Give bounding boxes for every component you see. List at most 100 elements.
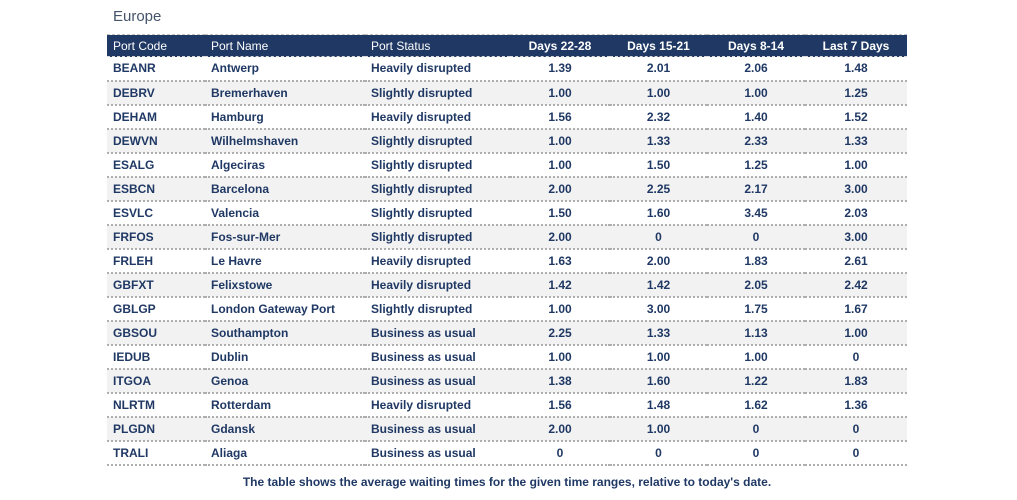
- cell-days-8-14: 2.05: [707, 272, 805, 298]
- cell-days-22-28: 1.39: [510, 56, 610, 82]
- cell-days-8-14: 2.06: [707, 56, 805, 82]
- cell-days-8-14: 1.40: [707, 104, 805, 130]
- table-row: BEANR Antwerp Heavily disrupted 1.39 2.01 2.0…: [107, 56, 907, 82]
- cell-port-status: Business as usual: [365, 416, 510, 442]
- cell-last-7-days: 1.00: [805, 152, 907, 178]
- cell-days-22-28: 2.00: [510, 176, 610, 202]
- cell-port-name: Hamburg: [205, 104, 365, 130]
- table-header-row: Port Code Port Name Port Status Days 22-…: [107, 34, 907, 57]
- cell-port-status: Heavily disrupted: [365, 392, 510, 418]
- col-header-port-status: Port Status: [365, 34, 510, 57]
- table-row: GBLGP London Gateway Port Slightly disrupt…: [107, 296, 907, 322]
- cell-days-15-21: 1.00: [610, 344, 707, 370]
- cell-days-22-28: 1.00: [510, 152, 610, 178]
- cell-last-7-days: 1.36: [805, 392, 907, 418]
- cell-days-8-14: 1.22: [707, 368, 805, 394]
- cell-days-8-14: 1.62: [707, 392, 805, 418]
- cell-days-8-14: 1.13: [707, 320, 805, 346]
- cell-port-status: Business as usual: [365, 368, 510, 394]
- table-row: TRALI Aliaga Business as usual 0 0 0 0: [107, 440, 907, 466]
- cell-port-status: Slightly disrupted: [365, 152, 510, 178]
- cell-port-name: Dublin: [205, 344, 365, 370]
- col-header-port-name: Port Name: [205, 34, 365, 57]
- cell-days-15-21: 1.60: [610, 200, 707, 226]
- section-title: Europe: [113, 8, 162, 25]
- cell-days-15-21: 1.33: [610, 128, 707, 154]
- cell-port-code: BEANR: [107, 56, 205, 82]
- cell-days-8-14: 1.00: [707, 344, 805, 370]
- cell-port-code: DEHAM: [107, 104, 205, 130]
- cell-last-7-days: 1.67: [805, 296, 907, 322]
- cell-port-status: Heavily disrupted: [365, 104, 510, 130]
- cell-last-7-days: 3.00: [805, 224, 907, 250]
- cell-days-8-14: 3.45: [707, 200, 805, 226]
- cell-days-15-21: 1.60: [610, 368, 707, 394]
- cell-last-7-days: 1.52: [805, 104, 907, 130]
- port-table-body: BEANR Antwerp Heavily disrupted 1.39 2.01 2.0…: [107, 56, 907, 466]
- cell-port-code: GBFXT: [107, 272, 205, 298]
- cell-port-name: Gdansk: [205, 416, 365, 442]
- cell-port-code: ESALG: [107, 152, 205, 178]
- cell-port-name: Le Havre: [205, 248, 365, 274]
- cell-days-15-21: 1.00: [610, 80, 707, 106]
- cell-port-name: London Gateway Port: [205, 296, 365, 322]
- col-header-port-code: Port Code: [107, 34, 205, 57]
- cell-last-7-days: 1.48: [805, 56, 907, 82]
- cell-port-status: Slightly disrupted: [365, 80, 510, 106]
- cell-last-7-days: 2.03: [805, 200, 907, 226]
- cell-days-15-21: 1.00: [610, 416, 707, 442]
- cell-port-status: Heavily disrupted: [365, 56, 510, 82]
- cell-days-15-21: 3.00: [610, 296, 707, 322]
- cell-port-name: Barcelona: [205, 176, 365, 202]
- cell-days-15-21: 1.50: [610, 152, 707, 178]
- cell-days-22-28: 1.00: [510, 344, 610, 370]
- cell-days-22-28: 2.00: [510, 224, 610, 250]
- table-row: IEDUB Dublin Business as usual 1.00 1.00 1.00…: [107, 344, 907, 370]
- col-header-days-15-21: Days 15-21: [610, 34, 707, 57]
- cell-days-8-14: 0: [707, 224, 805, 250]
- cell-days-15-21: 2.01: [610, 56, 707, 82]
- table-row: PLGDN Gdansk Business as usual 2.00 1.00 0 0: [107, 416, 907, 442]
- cell-port-code: GBLGP: [107, 296, 205, 322]
- table-row: NLRTM Rotterdam Heavily disrupted 1.56 1.48 1…: [107, 392, 907, 418]
- table-row: ITGOA Genoa Business as usual 1.38 1.60 1.22 1…: [107, 368, 907, 394]
- cell-days-22-28: 1.56: [510, 392, 610, 418]
- europe-port-disruption-panel: Europe Port Code Port Name Port Status D…: [107, 0, 907, 489]
- cell-days-8-14: 2.17: [707, 176, 805, 202]
- cell-last-7-days: 0: [805, 440, 907, 466]
- cell-port-status: Business as usual: [365, 344, 510, 370]
- cell-days-8-14: 1.83: [707, 248, 805, 274]
- cell-days-22-28: 1.56: [510, 104, 610, 130]
- cell-port-name: Algeciras: [205, 152, 365, 178]
- cell-port-code: ESVLC: [107, 200, 205, 226]
- cell-port-status: Slightly disrupted: [365, 224, 510, 250]
- cell-days-15-21: 0: [610, 440, 707, 466]
- cell-port-status: Business as usual: [365, 320, 510, 346]
- cell-port-status: Heavily disrupted: [365, 272, 510, 298]
- cell-port-code: FRLEH: [107, 248, 205, 274]
- cell-port-code: DEBRV: [107, 80, 205, 106]
- cell-days-22-28: 1.00: [510, 296, 610, 322]
- cell-last-7-days: 1.25: [805, 80, 907, 106]
- cell-last-7-days: 3.00: [805, 176, 907, 202]
- col-header-days-22-28: Days 22-28: [510, 34, 610, 57]
- table-row: DEHAM Hamburg Heavily disrupted 1.56 2.32 1.4…: [107, 104, 907, 130]
- cell-port-name: Wilhelmshaven: [205, 128, 365, 154]
- cell-last-7-days: 0: [805, 344, 907, 370]
- cell-last-7-days: 1.83: [805, 368, 907, 394]
- table-row: ESBCN Barcelona Slightly disrupted 2.00 2.25…: [107, 176, 907, 202]
- cell-port-name: Antwerp: [205, 56, 365, 82]
- cell-days-8-14: 0: [707, 416, 805, 442]
- cell-last-7-days: 1.00: [805, 320, 907, 346]
- cell-port-name: Southampton: [205, 320, 365, 346]
- cell-days-15-21: 2.32: [610, 104, 707, 130]
- cell-last-7-days: 2.42: [805, 272, 907, 298]
- cell-port-name: Genoa: [205, 368, 365, 394]
- cell-port-name: Fos-sur-Mer: [205, 224, 365, 250]
- cell-port-name: Felixstowe: [205, 272, 365, 298]
- cell-days-22-28: 1.38: [510, 368, 610, 394]
- cell-port-name: Valencia: [205, 200, 365, 226]
- cell-days-22-28: 2.25: [510, 320, 610, 346]
- cell-port-code: DEWVN: [107, 128, 205, 154]
- table-row: FRLEH Le Havre Heavily disrupted 1.63 2.00 1.…: [107, 248, 907, 274]
